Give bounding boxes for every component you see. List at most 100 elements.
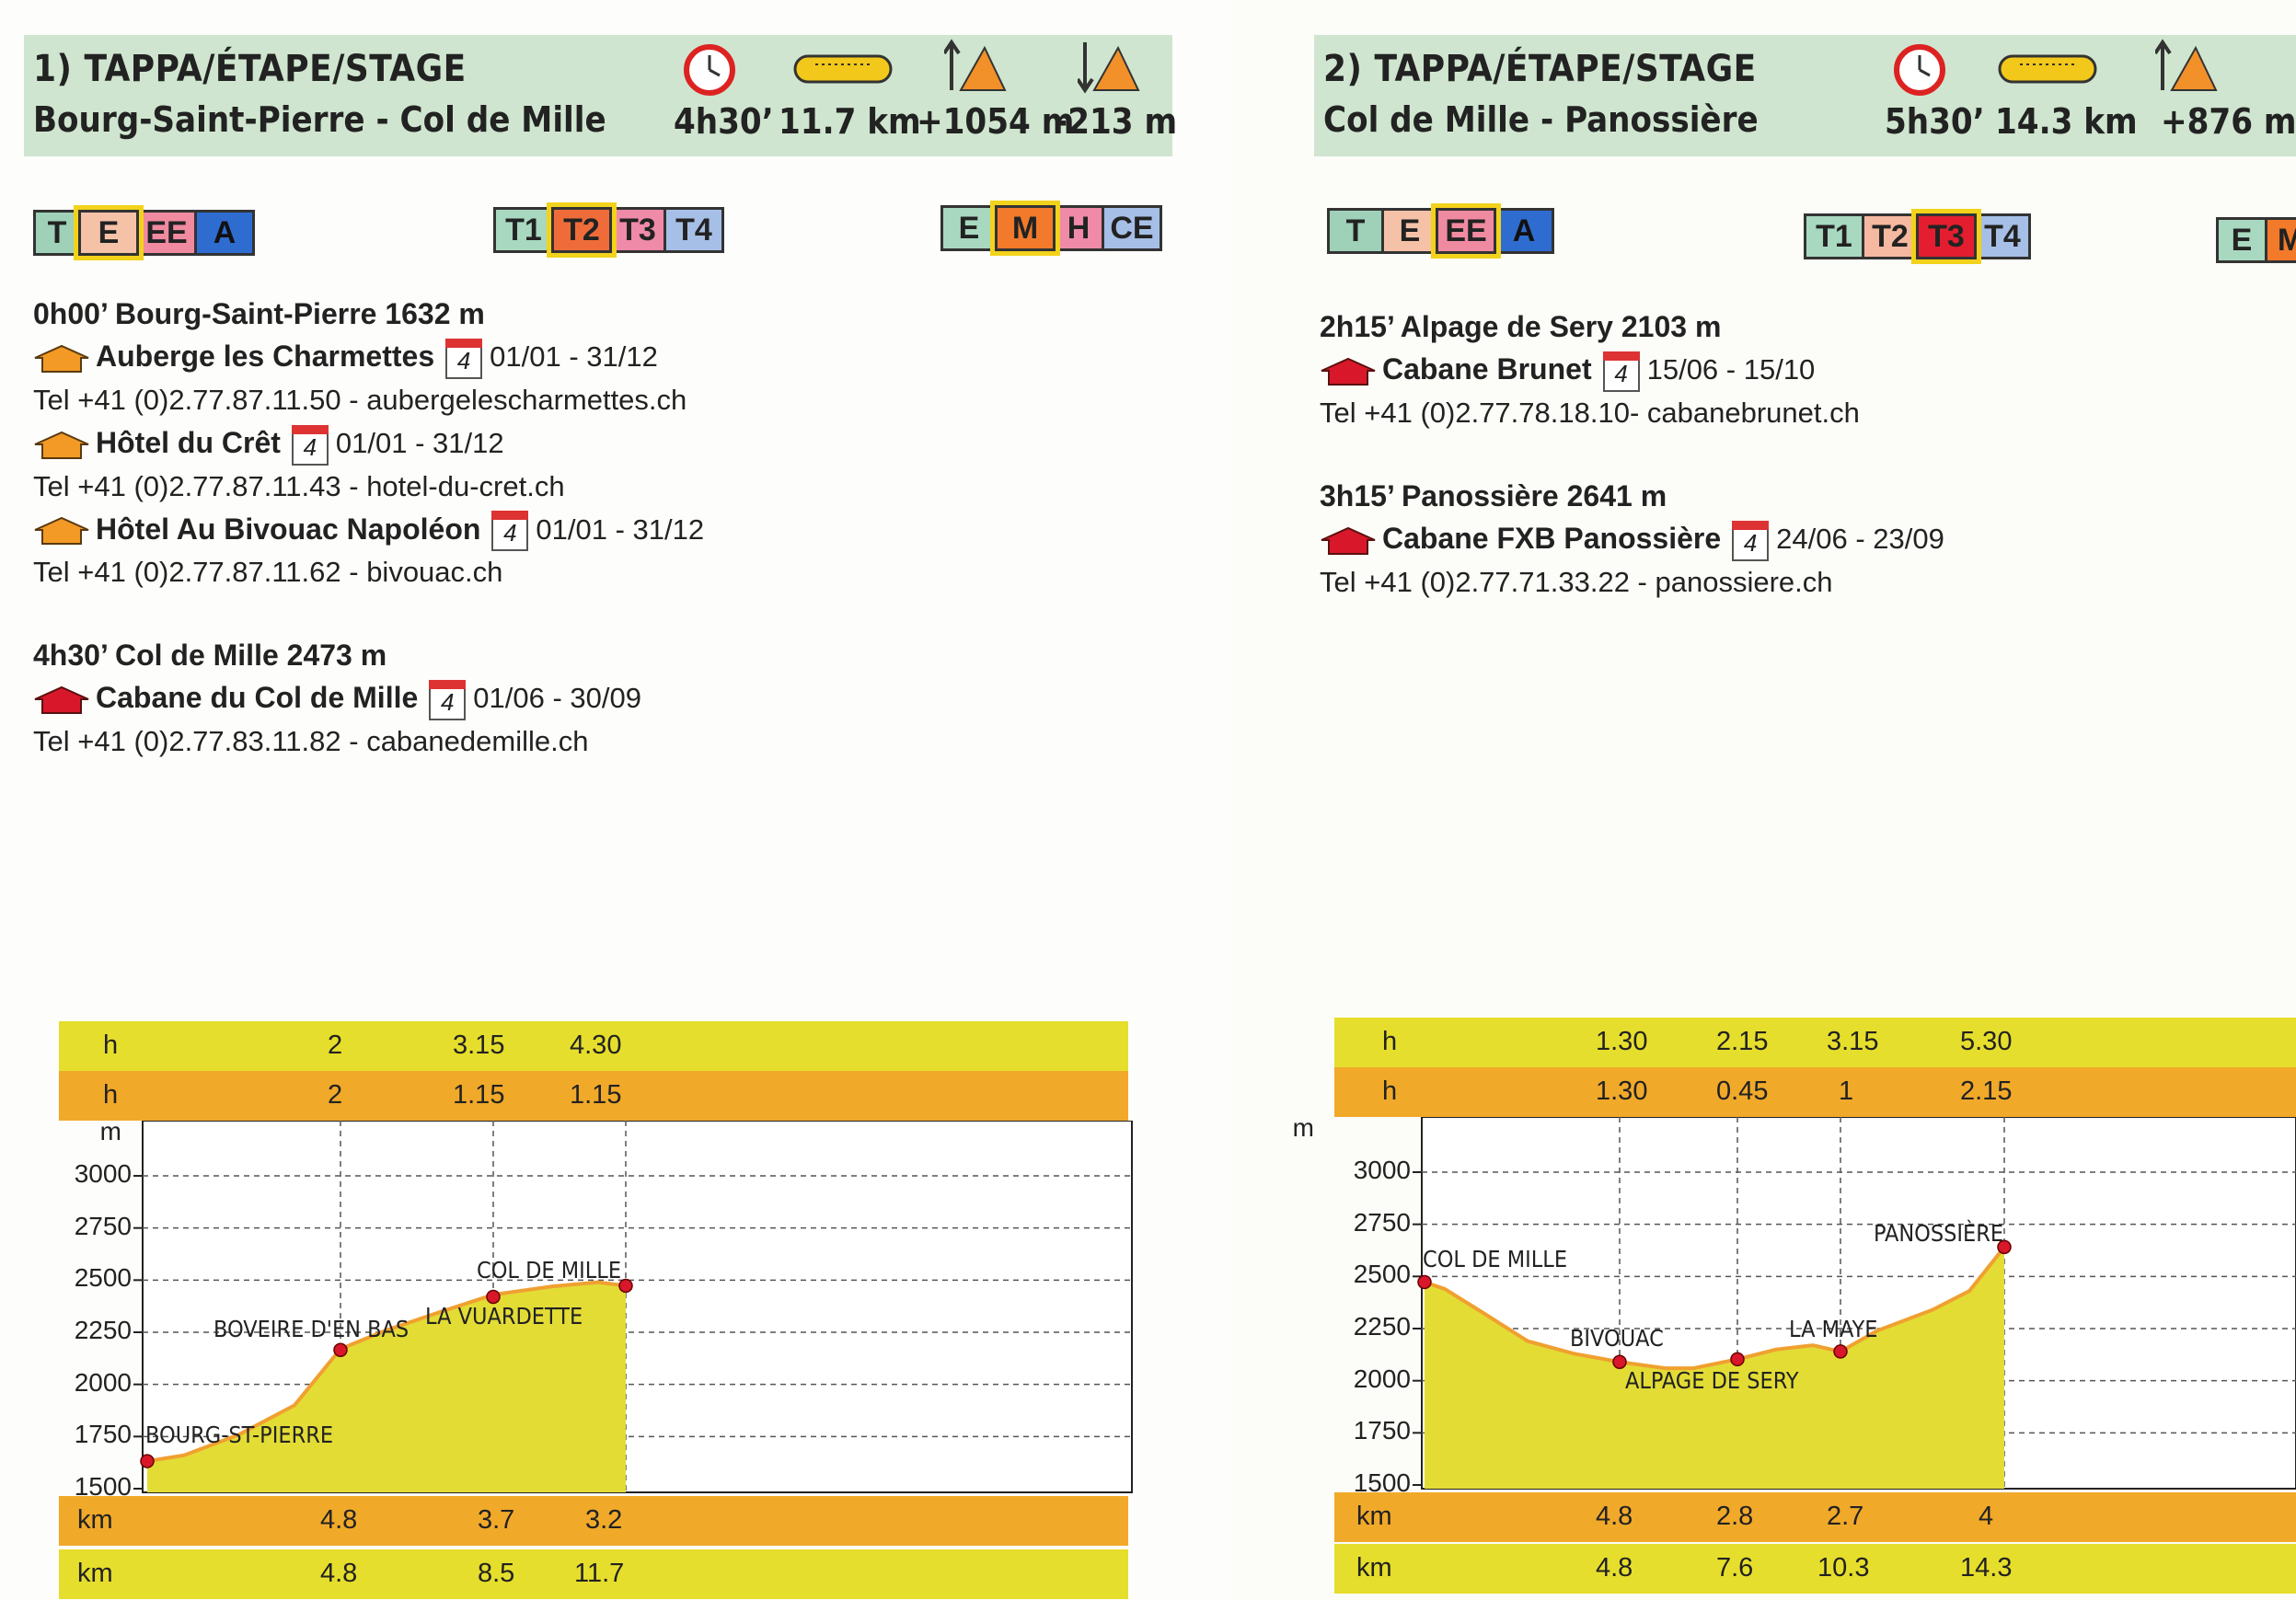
stage-ascent: +1054 m [917, 101, 1075, 142]
hut-contact: Tel +41 (0)2.77.87.11.50 - aubergelescha… [33, 383, 687, 416]
calendar-icon: 4 [429, 680, 467, 721]
band-value: 4.8 [1596, 1502, 1633, 1531]
hut-entry: Cabane FXB Panossière 4 24/06 - 23/09 [1320, 517, 1944, 561]
waypoint-marker [1730, 1352, 1745, 1367]
hut-contact: Tel +41 (0)2.77.78.18.10- cabanebrunet.c… [1320, 396, 1860, 429]
hut-dates: 15/06 - 15/10 [1646, 353, 1816, 386]
band-value: 2.8 [1716, 1502, 1754, 1531]
difficulty-T: T [1327, 208, 1384, 254]
band-value: 4.8 [320, 1505, 358, 1535]
band-value: 4.30 [570, 1030, 622, 1060]
hut-dates: 01/01 - 31/12 [335, 426, 504, 459]
band-value: 8.5 [478, 1559, 515, 1588]
hut-entry: Hôtel Au Bivouac Napoléon 4 01/01 - 31/12 [33, 508, 704, 552]
tech-T3: T3 [609, 207, 666, 253]
band-hours-partial: h 1.30 0.45 1 2.15 [1334, 1067, 2296, 1117]
descent-icon [1078, 42, 1140, 94]
stage-header: 1) TAPPA/ÉTAPE/STAGE Bourg-Saint-Pierre … [24, 35, 1177, 156]
stage-title: 1) TAPPA/ÉTAPE/STAGE [33, 48, 467, 90]
calendar-icon: 4 [291, 424, 329, 466]
calendar-icon: 4 [1602, 351, 1640, 392]
band-value: 5.30 [1960, 1027, 2013, 1056]
effort-scale: E M H CE [940, 201, 1162, 256]
hut-name: Cabane du Col de Mille [96, 681, 419, 715]
y-tick-label: 2750 [1353, 1207, 1411, 1237]
hut-name: Hôtel du Crêt [96, 425, 281, 459]
hut-name: Hôtel Au Bivouac Napoléon [96, 512, 481, 546]
ascent-icon [944, 39, 1007, 91]
ruler-icon [793, 54, 893, 84]
tech-T2-selected: T2 [547, 202, 617, 258]
orange-hut-icon [34, 517, 89, 546]
waypoint-list: 2h15’ Alpage de Sery 2103 m Cabane Brune… [1320, 305, 1944, 604]
waypoint-marker [1833, 1344, 1848, 1359]
difficulty-scale: T E EE A [1327, 203, 1554, 259]
waypoint-marker [1612, 1354, 1627, 1370]
hut-dates: 01/01 - 31/12 [490, 340, 658, 373]
band-value: 2 [328, 1080, 343, 1110]
difficulty-EE: EE [136, 210, 197, 256]
hut-name: Auberge les Charmettes [96, 340, 435, 373]
orange-hut-icon [34, 431, 89, 459]
stage-route: Bourg-Saint-Pierre - Col de Mille [33, 99, 606, 140]
band-value: 7.6 [1716, 1553, 1754, 1583]
band-value: 4.8 [320, 1559, 358, 1588]
y-tick-label: 1500 [1353, 1468, 1411, 1497]
band-value: 0.45 [1716, 1076, 1769, 1106]
y-tick-label: 1500 [74, 1472, 132, 1501]
band-value: 3.2 [585, 1505, 623, 1535]
waypoint-label: BOVEIRE D'EN BAS [213, 1316, 410, 1342]
y-tick-label: 2000 [74, 1367, 132, 1397]
stage-header: 2) TAPPA/ÉTAPE/STAGE Col de Mille - Pano… [1314, 35, 2296, 156]
difficulty-A: A [1494, 208, 1554, 254]
hut-contact: Tel +41 (0)2.77.71.33.22 - panossiere.ch [1320, 565, 1833, 598]
band-label: h [1382, 1076, 1398, 1106]
y-tick-label: 2250 [74, 1316, 132, 1344]
stage-time: 4h30’ [674, 101, 774, 142]
orange-hut-icon [34, 344, 89, 373]
waypoint-label: COL DE MILLE [477, 1257, 622, 1283]
left-page: 1) TAPPA/ÉTAPE/STAGE Bourg-Saint-Pierre … [24, 35, 1178, 1599]
hut-dates: 24/06 - 23/09 [1776, 522, 1944, 555]
difficulty-E-selected: E [74, 205, 144, 260]
clock-icon [1894, 44, 1945, 96]
band-label: km [1356, 1502, 1392, 1531]
effort-CE: CE [1102, 205, 1162, 251]
waypoint-title: 2h15’ Alpage de Sery 2103 m [1320, 310, 1722, 343]
difficulty-scale: T E EE A [33, 205, 255, 260]
ascent-icon [2155, 39, 2218, 91]
band-hours-cumulative: h 1.30 2.15 3.15 5.30 [1334, 1018, 2296, 1067]
elevation-line [146, 1280, 627, 1464]
waypoint-label: LA VUARDETTE [425, 1303, 583, 1329]
red-hut-icon [1321, 357, 1376, 386]
y-tick-label: 2250 [1353, 1312, 1411, 1341]
y-tick-label: 3000 [1353, 1156, 1411, 1184]
effort-M: M [2265, 217, 2296, 263]
technical-scale: T1 T2 T3 T4 [1804, 209, 2031, 264]
stage-distance: 14.3 km [1995, 101, 2138, 142]
stage-title: 2) TAPPA/ÉTAPE/STAGE [1323, 48, 1757, 90]
waypoint-title: 3h15’ Panossière 2641 m [1320, 478, 1667, 512]
band-km-partial: km 4.8 3.7 3.2 [59, 1496, 1128, 1546]
band-hours-cumulative: h 2 3.15 4.30 [59, 1021, 1128, 1071]
band-value: 4 [1979, 1502, 1994, 1531]
band-label: h [103, 1080, 119, 1110]
hut-entry: Auberge les Charmettes 4 01/01 - 31/12 [33, 335, 704, 379]
band-label: h [1382, 1027, 1398, 1056]
hut-entry: Cabane Brunet 4 15/06 - 15/10 [1320, 348, 1944, 392]
band-value: 14.3 [1960, 1553, 2013, 1583]
stage-time: 5h30’ [1885, 101, 1985, 142]
tech-T2: T2 [1862, 213, 1919, 259]
waypoint-marker [140, 1454, 155, 1468]
tech-T4: T4 [1974, 213, 2031, 259]
band-label: km [1356, 1553, 1392, 1583]
band-value: 2.7 [1827, 1502, 1864, 1531]
y-tick-label: 2750 [74, 1211, 132, 1240]
y-axis-unit: m [1292, 1113, 1314, 1142]
y-tick-label: 1750 [74, 1420, 132, 1449]
waypoint-label: LA MAYE [1789, 1316, 1878, 1342]
hut-name: Cabane Brunet [1382, 352, 1592, 386]
ruler-icon [1998, 54, 2097, 84]
band-hours-partial: h 2 1.15 1.15 [59, 1071, 1128, 1121]
stage-ascent: +876 m [2161, 101, 2296, 142]
